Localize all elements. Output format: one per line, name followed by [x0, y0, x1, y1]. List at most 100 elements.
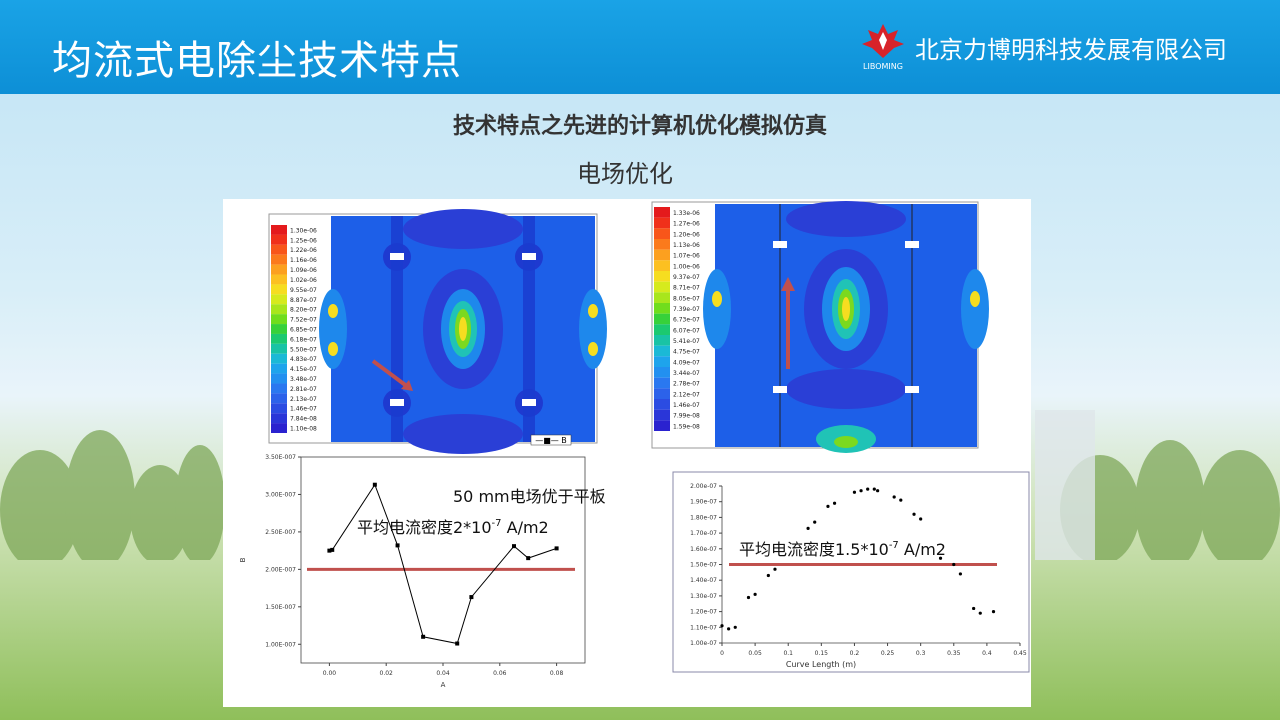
- legend-label: 1.27e-06: [673, 221, 700, 228]
- legend-label: 6.18e-07: [290, 336, 317, 343]
- legend-label: 4.09e-07: [673, 359, 700, 366]
- company-name: 北京力博明科技发展有限公司: [915, 36, 1227, 64]
- legend-swatch: [654, 388, 670, 399]
- data-point: [872, 487, 876, 491]
- legend-swatch: [271, 274, 287, 285]
- data-point: [327, 548, 332, 553]
- x-axis-label: A: [441, 681, 446, 689]
- legend-label: 2.12e-07: [673, 391, 700, 398]
- y-tick-label: 1.70e-07: [690, 530, 717, 537]
- data-point: [733, 625, 737, 629]
- annotation: 平均电流密度1.5*10-7 A/m2: [739, 540, 946, 559]
- legend-swatch: [654, 228, 670, 239]
- x-tick-label: 0.1: [783, 650, 793, 657]
- legend-swatch: [271, 234, 287, 245]
- data-point: [832, 501, 837, 505]
- data-point: [727, 627, 731, 631]
- data-point: [421, 634, 426, 639]
- legend-label: 1.25e-06: [290, 237, 317, 244]
- data-point: [512, 544, 516, 549]
- legend-label: 9.37e-07: [673, 274, 700, 281]
- legend-swatch: [271, 244, 287, 255]
- legend-swatch: [654, 292, 670, 303]
- legend-label: 8.05e-07: [673, 295, 700, 302]
- legend-swatch: [271, 284, 287, 295]
- contour-field-left: [319, 209, 607, 454]
- x-tick-label: 0.05: [748, 650, 762, 657]
- y-tick-label: 1.00E-007: [265, 641, 296, 648]
- legend-swatch: [271, 423, 287, 433]
- legend-label: 1.20e-06: [673, 231, 700, 238]
- legend-swatch: [271, 363, 287, 374]
- legend-label: 1.46e-07: [290, 406, 317, 413]
- data-point: [972, 606, 976, 611]
- data-point: [469, 595, 474, 600]
- legend-swatch: [654, 399, 670, 410]
- data-point: [330, 547, 335, 552]
- legend-swatch: [654, 217, 670, 229]
- data-point: [773, 567, 777, 571]
- legend-label: 8.87e-07: [290, 297, 317, 304]
- legend-swatch: [271, 324, 287, 334]
- x-tick-label: 0.00: [323, 670, 337, 677]
- data-point: [919, 517, 923, 521]
- legend-swatch: [271, 264, 287, 275]
- legend-label: 6.85e-07: [290, 326, 317, 333]
- legend-label: 1.16e-06: [290, 257, 317, 264]
- legend-swatch: [654, 345, 670, 357]
- legend-swatch: [271, 294, 287, 305]
- legend-swatch: [271, 304, 287, 315]
- data-point: [455, 641, 460, 646]
- x-tick-label: 0.2: [850, 650, 860, 657]
- contour-plot-right: 1.33e-06 1.27e-06 1.20e-06 1.13e-06 1.07e-06…: [651, 201, 989, 453]
- y-tick-label: 1.00e-07: [690, 640, 717, 647]
- y-tick-label: 1.50e-07: [690, 562, 717, 569]
- legend-label: 2.78e-07: [673, 381, 700, 388]
- section-subtitle: 技术特点之先进的计算机优化模拟仿真: [452, 114, 827, 139]
- scatter-chart-right: 0 0.05 0.1 0.15 0.2 0.25 0.3 0.35 0.4 0.45 1.00e-0…: [672, 471, 1030, 673]
- legend-swatch: [654, 207, 670, 218]
- x-tick-label: 0.4: [982, 650, 992, 657]
- data-point: [938, 556, 943, 560]
- chart-frame: [672, 471, 1030, 673]
- legend-swatch: [271, 225, 287, 235]
- legend-swatch: [654, 356, 670, 367]
- legend-swatch: [271, 373, 287, 384]
- legend-swatch: [654, 420, 670, 431]
- x-tick-label: 0.25: [881, 650, 895, 657]
- data-point: [876, 489, 880, 493]
- page-title: 均流式电除尘技术特点: [52, 38, 462, 84]
- data-point: [526, 556, 531, 561]
- legend-label: 7.99e-08: [673, 413, 700, 420]
- data-point: [395, 543, 400, 548]
- legend-swatch: [654, 377, 670, 389]
- data-point: [866, 487, 870, 491]
- background-trees: [0, 410, 1280, 560]
- data-point: [753, 592, 757, 596]
- annotation-2: 平均电流密度2*10-7 A/m2: [357, 518, 549, 537]
- data-point: [859, 489, 863, 493]
- annotation-1: 50 mm电场优于平板: [453, 487, 606, 506]
- legend-swatch: [654, 260, 670, 271]
- legend-label: 1.30e-06: [290, 227, 317, 234]
- legend-label: 1.07e-06: [673, 253, 700, 260]
- legend-label: 4.75e-07: [673, 349, 700, 356]
- legend-swatch: [654, 409, 670, 421]
- legend-swatch: [271, 254, 287, 265]
- legend-swatch: [654, 303, 670, 314]
- legend-swatch: [654, 313, 670, 325]
- legend-swatch: [654, 367, 670, 378]
- legend-swatch: [271, 403, 287, 414]
- legend-swatch: [271, 314, 287, 325]
- x-tick-label: 0.06: [493, 670, 507, 677]
- legend-label: 1.33e-06: [673, 210, 700, 217]
- data-point: [952, 562, 956, 567]
- legend-swatch: [271, 413, 287, 424]
- data-point: [892, 495, 896, 499]
- y-tick-label: 3.50E-007: [265, 454, 296, 461]
- legend-swatch: [271, 393, 287, 404]
- legend-swatch: [271, 343, 287, 354]
- data-point: [991, 610, 996, 614]
- y-axis-label: B: [239, 557, 247, 562]
- data-point: [958, 572, 963, 576]
